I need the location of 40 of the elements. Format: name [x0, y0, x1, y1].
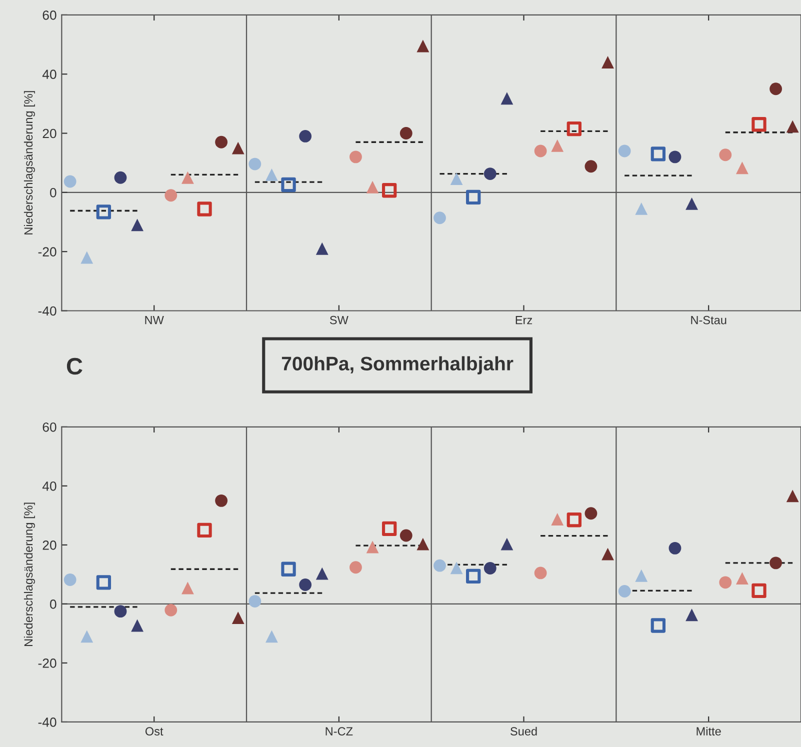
- y-tick-label: 60: [42, 422, 56, 432]
- y-tick-label: 40: [42, 481, 56, 491]
- x-tick-label: Erz: [516, 316, 532, 324]
- y-tick-label: -40: [38, 306, 56, 316]
- y-tick-label: -20: [38, 658, 56, 668]
- y-tick-label: 60: [42, 10, 56, 20]
- point: [650, 146, 666, 162]
- point: [197, 522, 212, 538]
- point: [752, 583, 766, 598]
- point: [566, 121, 582, 136]
- text: C: [66, 358, 82, 375]
- point: [96, 575, 112, 590]
- point: [382, 183, 397, 198]
- point: [96, 204, 112, 220]
- x-tick-label: SW: [330, 316, 348, 324]
- y-tick-label: 0: [50, 600, 56, 609]
- point: [197, 202, 212, 216]
- point: [650, 618, 666, 633]
- x-tick-label: N-CZ: [326, 727, 353, 736]
- x-tick-label: Sued: [510, 726, 537, 736]
- chart-title: 700hPa, Sommerhalbjahr: [282, 356, 514, 374]
- point: [281, 562, 296, 576]
- x-tick-label: N-Stau: [691, 316, 726, 324]
- y-tick-label: 40: [42, 70, 56, 80]
- point: [466, 568, 481, 584]
- point: [566, 512, 582, 528]
- point: [382, 521, 397, 536]
- y-tick-label: -20: [38, 247, 56, 256]
- point: [281, 177, 296, 192]
- y-axis-title: Niederschlagsänderung [%]: [24, 502, 35, 646]
- point: [466, 190, 481, 204]
- y-tick-label: 20: [42, 128, 56, 138]
- x-tick-label: Ost: [145, 727, 164, 736]
- y-tick-label: 20: [42, 540, 56, 550]
- x-tick-label: NW: [145, 316, 164, 324]
- point: [752, 117, 766, 132]
- y-tick-label: 0: [50, 188, 56, 198]
- y-tick-label: -40: [38, 718, 56, 727]
- y-axis-title: Niederschlagsänderung [%]: [24, 91, 35, 234]
- x-tick-label: Mitte: [696, 726, 721, 736]
